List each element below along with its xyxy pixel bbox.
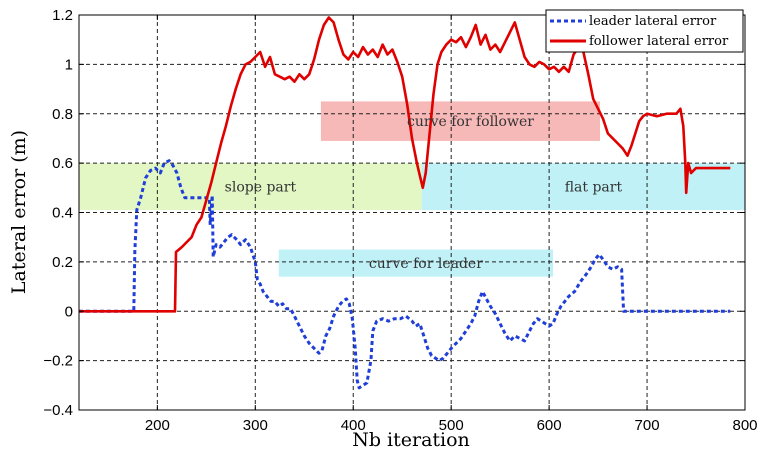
x-tick-label: 400	[341, 417, 366, 434]
legend-box	[545, 9, 744, 53]
x-tick-label: 500	[439, 417, 464, 434]
x-tick-label: 700	[635, 417, 660, 434]
region-layer	[79, 101, 745, 277]
series-line-follower-lateral-error	[79, 16, 731, 313]
x-axis-title: Nb iteration	[352, 429, 470, 451]
region-label-flat-part: flat part	[565, 180, 623, 196]
y-tick-label: 0.6	[52, 155, 73, 172]
region-label-curve-for-follower: curve for follower	[407, 114, 534, 130]
y-tick-label: 1	[65, 56, 73, 73]
region-label-curve-for-leader: curve for leader	[369, 256, 483, 272]
y-tick-label: 0.8	[52, 106, 73, 123]
x-tick-label: 800	[732, 417, 757, 434]
y-tick-label: 0	[65, 303, 73, 320]
y-tick-label: −0.4	[43, 402, 73, 419]
y-axis-title: Lateral error (m)	[8, 130, 30, 294]
x-tick-label: 600	[537, 417, 562, 434]
y-tick-label: 1.2	[52, 7, 73, 24]
y-tick-label: 0.4	[52, 205, 73, 222]
legend-label-follower: follower lateral error	[589, 34, 729, 49]
y-tick-label: 0.2	[52, 254, 73, 271]
series-line-leader-lateral-error	[79, 159, 731, 390]
region-label-slope-part: slope part	[225, 180, 297, 196]
region-labels-layer: curve for follower slope part flat part cur…	[225, 114, 623, 272]
ticks-layer: 200 300 400 500 600 700 800 −0.4 −0.2 0 0.2 0.4 0.6 0…	[43, 7, 757, 434]
legend-label-leader: leader lateral error	[589, 14, 717, 29]
legend: leader lateral error follower lateral er…	[545, 9, 744, 53]
region-curve-for-leader	[278, 249, 554, 277]
y-tick-label: −0.2	[43, 353, 73, 370]
x-tick-label: 200	[145, 417, 170, 434]
grid-layer	[79, 15, 745, 410]
series-layer	[79, 16, 731, 390]
region-curve-for-follower	[320, 101, 601, 141]
x-tick-label: 300	[243, 417, 268, 434]
region-slope-part	[79, 163, 422, 211]
